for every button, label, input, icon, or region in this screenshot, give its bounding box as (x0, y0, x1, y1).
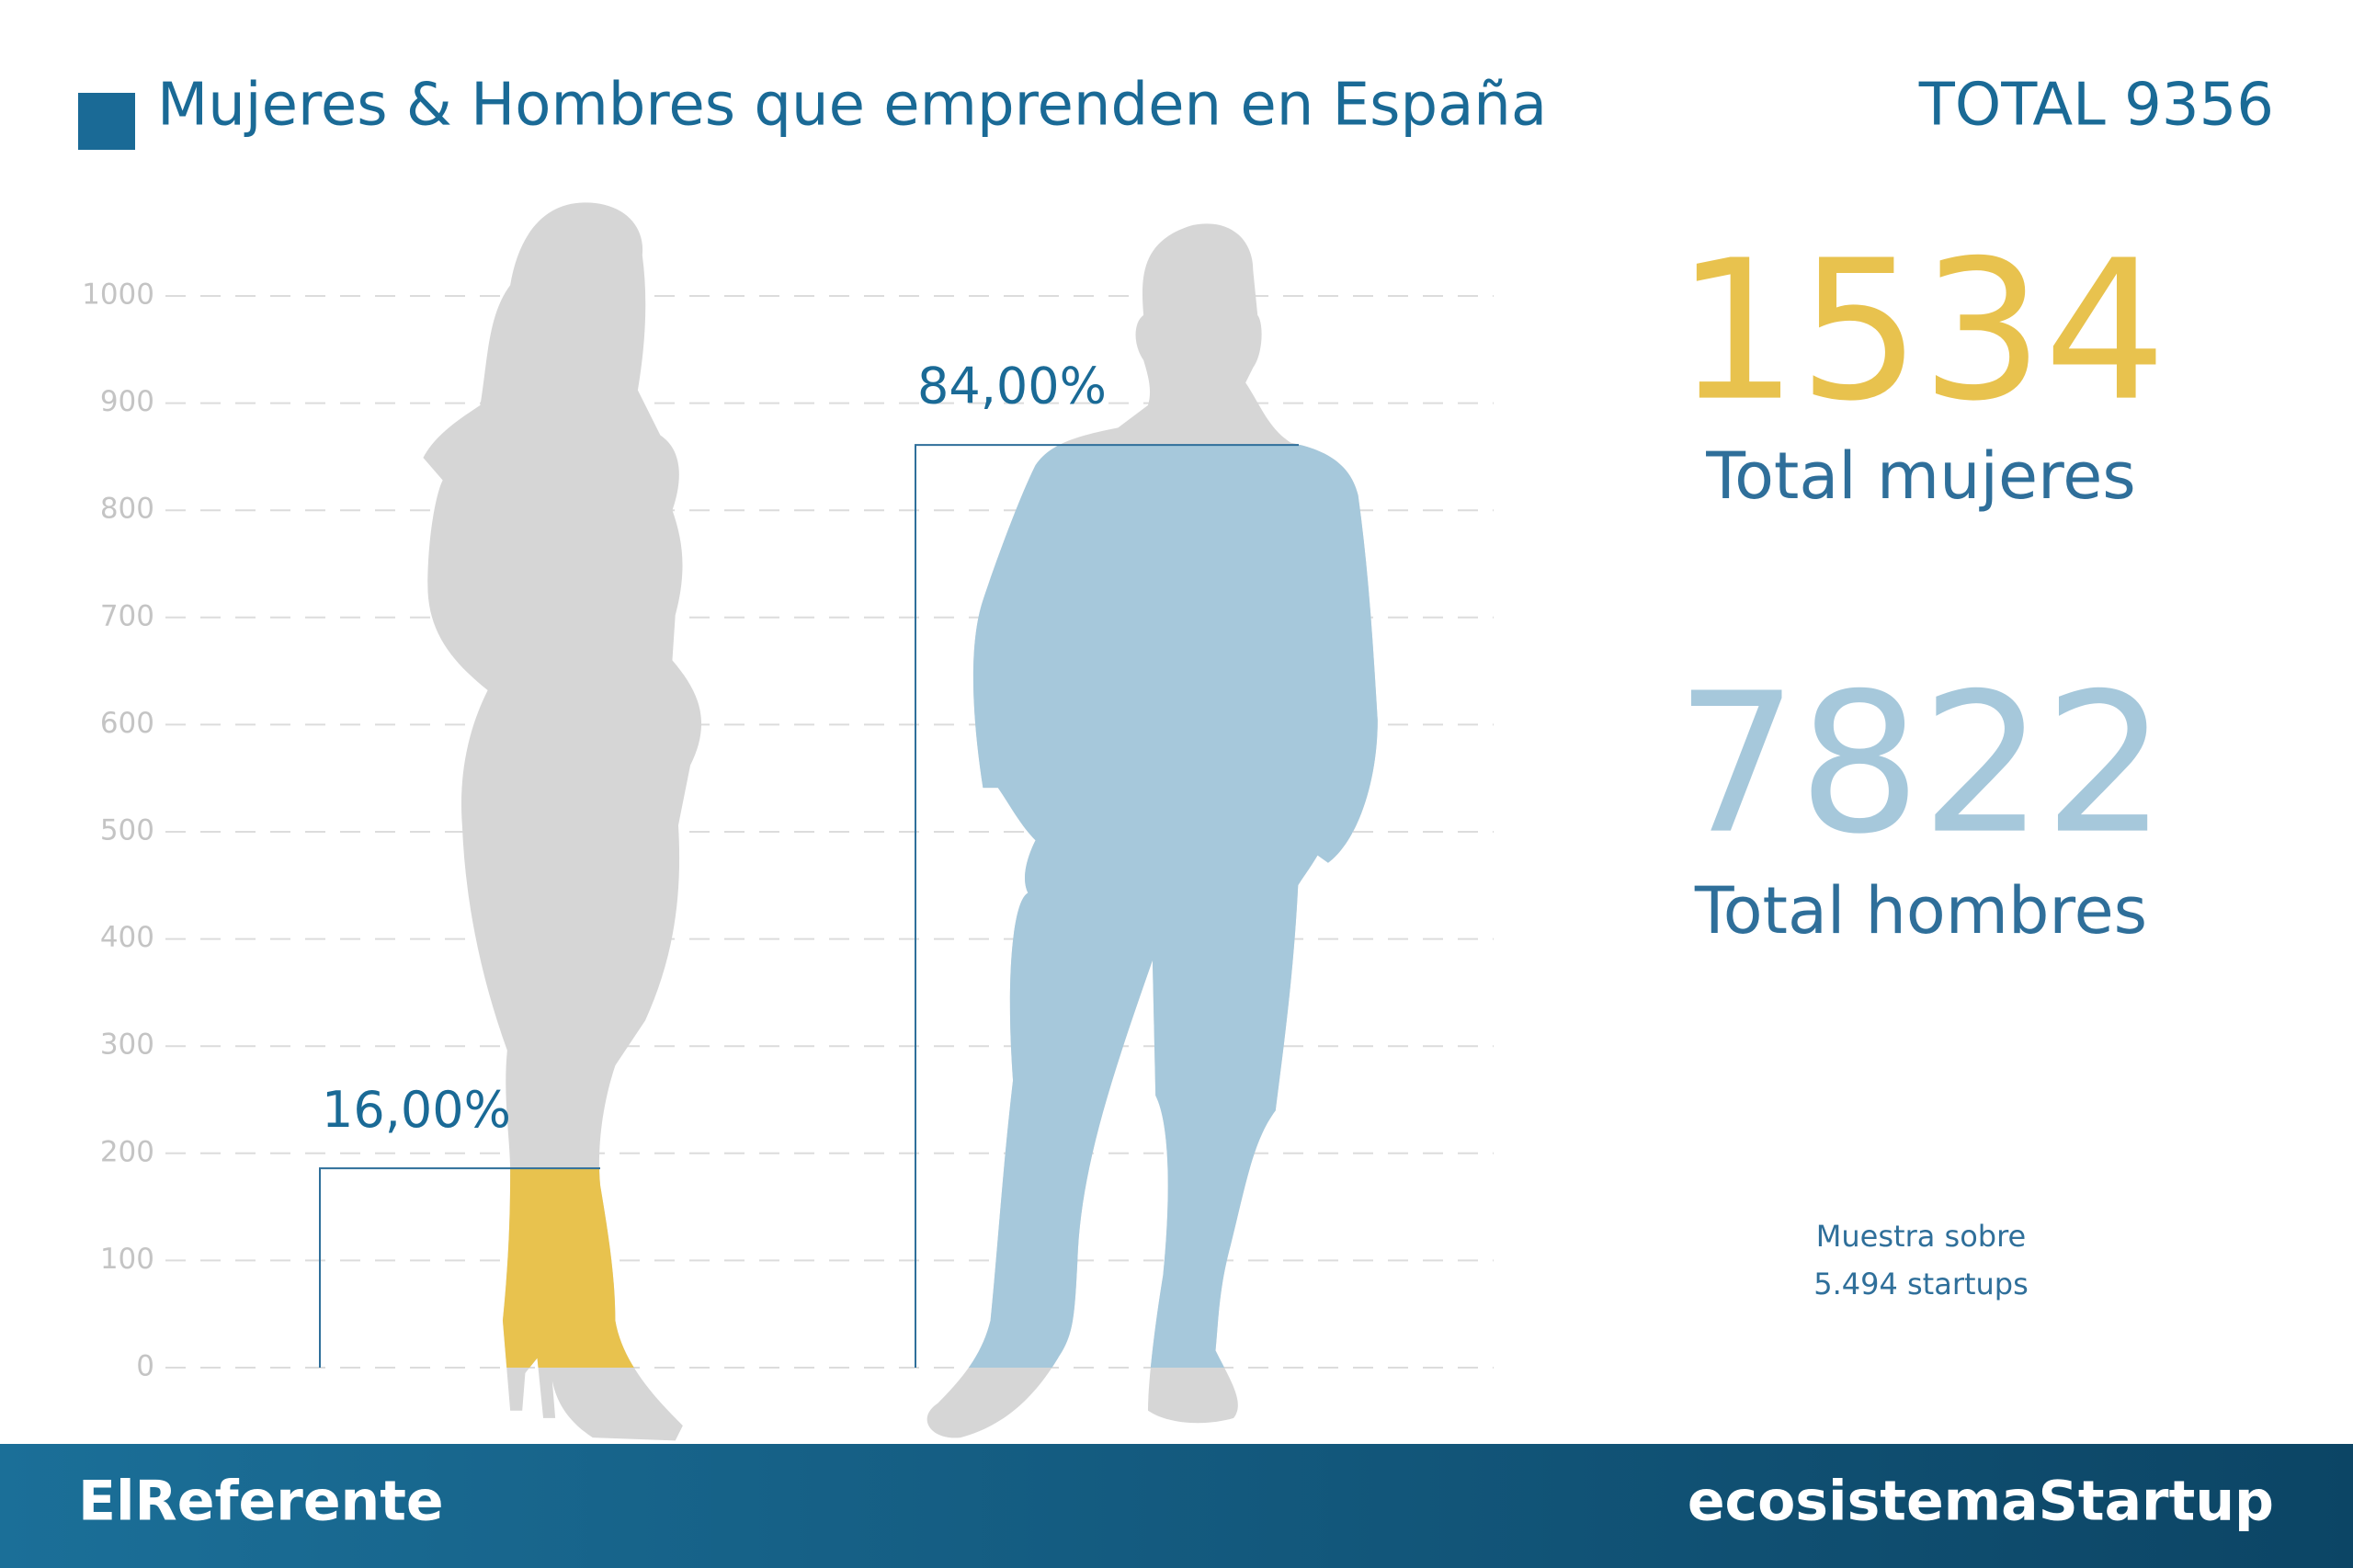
footer-brand: ElReferente (78, 1470, 444, 1534)
bar (926, 445, 1378, 1369)
y-tick-label: 700 (100, 599, 154, 632)
stat-label: Total mujeres (1705, 438, 2136, 514)
y-tick-label: 500 (100, 814, 154, 847)
percent-label: 84,00% (917, 358, 1107, 415)
stat-value: 7822 (1676, 652, 2166, 877)
y-tick-label: 100 (100, 1243, 154, 1276)
y-tick-label: 900 (100, 385, 154, 418)
footer-band (0, 1444, 2353, 1568)
y-tick-label: 600 (100, 707, 154, 740)
footer-brand: ecosistemaStartup (1688, 1470, 2274, 1534)
note: Muestra sobre (1816, 1219, 2026, 1254)
stat-value: 1534 (1676, 219, 2166, 444)
y-tick-label: 300 (100, 1028, 154, 1062)
stat-label: Total hombres (1694, 873, 2147, 949)
title: Mujeres & Hombres que emprenden en Españ… (157, 72, 1547, 140)
y-tick-label: 800 (100, 493, 154, 526)
percent-label: 16,00% (322, 1081, 511, 1139)
bracket (915, 444, 1299, 1368)
bracket (319, 1167, 600, 1368)
title-square (78, 93, 135, 150)
bar (423, 1168, 702, 1368)
grid: 0 100 200 300 400 500 600 700 800 900 1000 (82, 278, 1494, 1383)
y-tick-label: 200 (100, 1135, 154, 1168)
y-tick-label: 400 (100, 921, 154, 954)
y-tick-label: 1000 (82, 278, 154, 312)
y-tick-label: 0 (136, 1350, 154, 1383)
note: 5.494 startups (1813, 1267, 2029, 1301)
total: TOTAL 9356 (1918, 72, 2274, 140)
